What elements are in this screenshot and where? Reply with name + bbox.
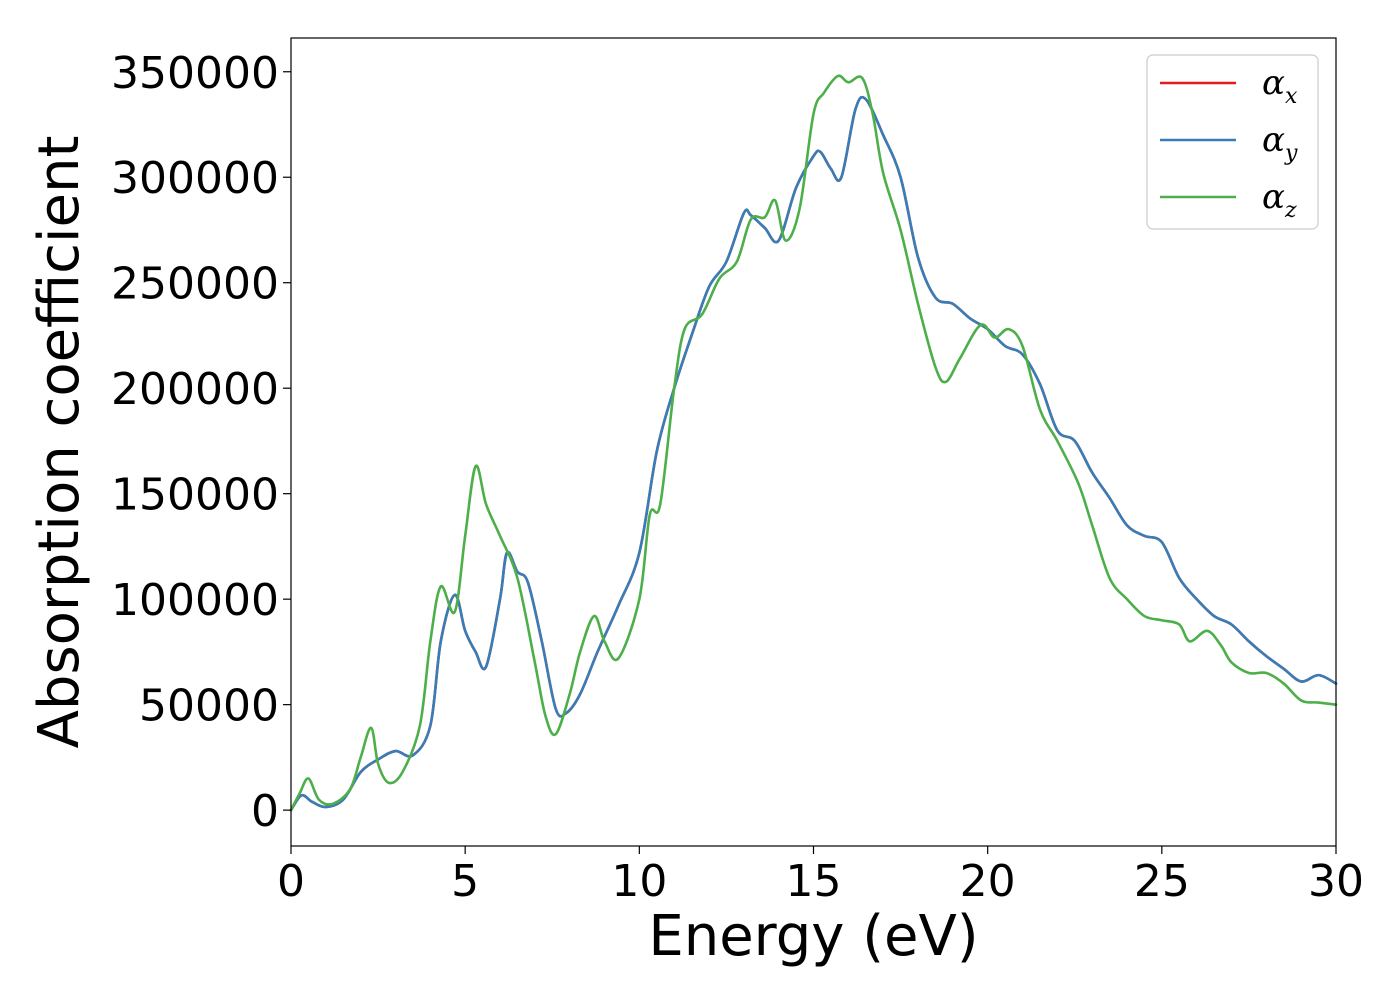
legend-label-subscript: z bbox=[1284, 198, 1297, 223]
legend-box bbox=[1146, 54, 1319, 230]
y-axis-ticks: 0 50000 100000 150000 200000 250000 300000 3500… bbox=[111, 48, 291, 837]
series-line-α-z bbox=[289, 74, 1338, 812]
series-layer bbox=[289, 74, 1338, 812]
x-tick-label: 20 bbox=[960, 856, 1016, 907]
x-axis-ticks: 0 5 10 15 20 25 30 bbox=[277, 846, 1364, 907]
y-tick-label: 300000 bbox=[111, 153, 279, 204]
y-axis-label: Absorption coefficient bbox=[27, 136, 92, 749]
y-tick-label: 250000 bbox=[111, 259, 279, 310]
x-tick-label: 10 bbox=[611, 856, 667, 907]
y-tick-label: 100000 bbox=[111, 575, 279, 626]
x-tick-label: 15 bbox=[786, 856, 842, 907]
x-tick-label: 25 bbox=[1134, 856, 1190, 907]
x-tick-label: 30 bbox=[1308, 856, 1364, 907]
legend-label-subscript: y bbox=[1284, 141, 1298, 166]
y-tick-label: 350000 bbox=[111, 48, 279, 99]
x-axis-label: Energy (eV) bbox=[648, 904, 978, 969]
y-tick-label: 150000 bbox=[111, 470, 279, 521]
y-tick-label: 0 bbox=[251, 786, 279, 837]
y-tick-label: 200000 bbox=[111, 364, 279, 415]
y-tick-label: 50000 bbox=[139, 681, 279, 732]
x-tick-label: 0 bbox=[277, 856, 305, 907]
x-tick-label: 5 bbox=[451, 856, 479, 907]
legend-label-subscript: x bbox=[1285, 84, 1298, 109]
